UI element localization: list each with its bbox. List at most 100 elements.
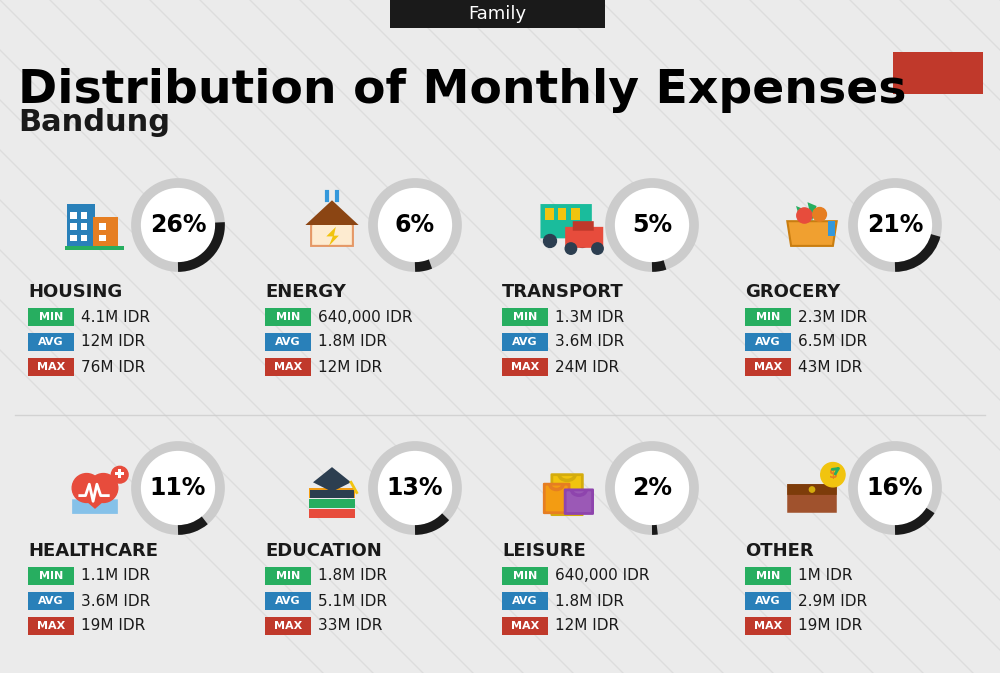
FancyBboxPatch shape [502, 358, 548, 376]
FancyBboxPatch shape [265, 333, 311, 351]
Text: 19M IDR: 19M IDR [798, 618, 862, 633]
Text: 2%: 2% [632, 476, 672, 500]
FancyBboxPatch shape [544, 484, 569, 513]
Circle shape [614, 450, 690, 526]
FancyBboxPatch shape [66, 204, 95, 246]
Circle shape [111, 466, 128, 483]
Circle shape [857, 450, 933, 526]
Text: $: $ [829, 468, 837, 481]
Text: HEALTHCARE: HEALTHCARE [28, 542, 158, 560]
Text: MIN: MIN [39, 312, 63, 322]
Text: AVG: AVG [512, 337, 538, 347]
Polygon shape [73, 490, 117, 509]
Text: 1.8M IDR: 1.8M IDR [318, 569, 387, 583]
FancyBboxPatch shape [65, 246, 124, 250]
FancyBboxPatch shape [540, 204, 592, 238]
Circle shape [140, 450, 216, 526]
FancyBboxPatch shape [502, 617, 548, 635]
Text: AVG: AVG [755, 596, 781, 606]
Text: 12M IDR: 12M IDR [555, 618, 619, 633]
Text: Bandung: Bandung [18, 108, 170, 137]
Text: GROCERY: GROCERY [745, 283, 840, 301]
Text: 33M IDR: 33M IDR [318, 618, 382, 633]
Text: 11%: 11% [150, 476, 206, 500]
FancyBboxPatch shape [565, 490, 593, 513]
Text: 3.6M IDR: 3.6M IDR [555, 334, 624, 349]
FancyBboxPatch shape [828, 221, 835, 236]
FancyBboxPatch shape [787, 484, 837, 513]
FancyBboxPatch shape [745, 592, 791, 610]
Circle shape [857, 187, 933, 263]
Text: MIN: MIN [756, 571, 780, 581]
FancyBboxPatch shape [265, 308, 311, 326]
Text: 5.1M IDR: 5.1M IDR [318, 594, 387, 608]
FancyBboxPatch shape [502, 333, 548, 351]
Circle shape [797, 208, 812, 223]
Text: AVG: AVG [38, 596, 64, 606]
Text: 1.3M IDR: 1.3M IDR [555, 310, 624, 324]
Text: MAX: MAX [274, 621, 302, 631]
Text: TRANSPORT: TRANSPORT [502, 283, 624, 301]
Text: MAX: MAX [274, 362, 302, 372]
Text: MIN: MIN [276, 312, 300, 322]
Circle shape [576, 234, 589, 248]
FancyBboxPatch shape [787, 484, 837, 495]
Text: 24M IDR: 24M IDR [555, 359, 619, 374]
Text: 21%: 21% [867, 213, 923, 237]
FancyBboxPatch shape [99, 234, 106, 242]
Text: 6.5M IDR: 6.5M IDR [798, 334, 867, 349]
FancyBboxPatch shape [72, 499, 118, 514]
Polygon shape [326, 227, 339, 246]
FancyBboxPatch shape [265, 358, 311, 376]
Text: MAX: MAX [511, 621, 539, 631]
Text: MIN: MIN [513, 571, 537, 581]
Text: Family: Family [468, 5, 527, 23]
Circle shape [72, 474, 101, 503]
FancyBboxPatch shape [573, 221, 594, 231]
FancyBboxPatch shape [310, 490, 354, 497]
Polygon shape [787, 221, 837, 246]
Polygon shape [796, 206, 805, 221]
Text: MAX: MAX [37, 621, 65, 631]
Circle shape [565, 243, 577, 254]
FancyBboxPatch shape [390, 0, 605, 28]
FancyBboxPatch shape [745, 333, 791, 351]
Text: 16%: 16% [867, 476, 923, 500]
Circle shape [377, 450, 453, 526]
FancyBboxPatch shape [265, 592, 311, 610]
Text: MAX: MAX [511, 362, 539, 372]
FancyBboxPatch shape [502, 308, 548, 326]
Text: 43M IDR: 43M IDR [798, 359, 862, 374]
Text: 12M IDR: 12M IDR [318, 359, 382, 374]
FancyBboxPatch shape [28, 567, 74, 585]
Text: AVG: AVG [512, 596, 538, 606]
Text: MIN: MIN [276, 571, 300, 581]
FancyBboxPatch shape [70, 212, 77, 219]
FancyBboxPatch shape [70, 223, 77, 230]
Text: LEISURE: LEISURE [502, 542, 586, 560]
FancyBboxPatch shape [28, 358, 74, 376]
Polygon shape [817, 208, 826, 221]
FancyBboxPatch shape [558, 208, 566, 220]
FancyBboxPatch shape [115, 472, 124, 475]
FancyBboxPatch shape [28, 592, 74, 610]
Text: 6%: 6% [395, 213, 435, 237]
Text: MAX: MAX [754, 362, 782, 372]
Text: EDUCATION: EDUCATION [265, 542, 382, 560]
FancyBboxPatch shape [309, 499, 355, 507]
FancyBboxPatch shape [81, 234, 87, 242]
FancyBboxPatch shape [28, 333, 74, 351]
Circle shape [140, 187, 216, 263]
FancyBboxPatch shape [28, 617, 74, 635]
Text: 26%: 26% [150, 213, 206, 237]
FancyBboxPatch shape [502, 592, 548, 610]
FancyBboxPatch shape [118, 469, 121, 478]
Circle shape [809, 487, 815, 492]
Text: 640,000 IDR: 640,000 IDR [555, 569, 650, 583]
Text: MIN: MIN [513, 312, 537, 322]
FancyBboxPatch shape [552, 474, 582, 515]
Polygon shape [311, 210, 353, 246]
FancyBboxPatch shape [70, 234, 77, 242]
Polygon shape [305, 201, 359, 225]
Text: AVG: AVG [755, 337, 781, 347]
